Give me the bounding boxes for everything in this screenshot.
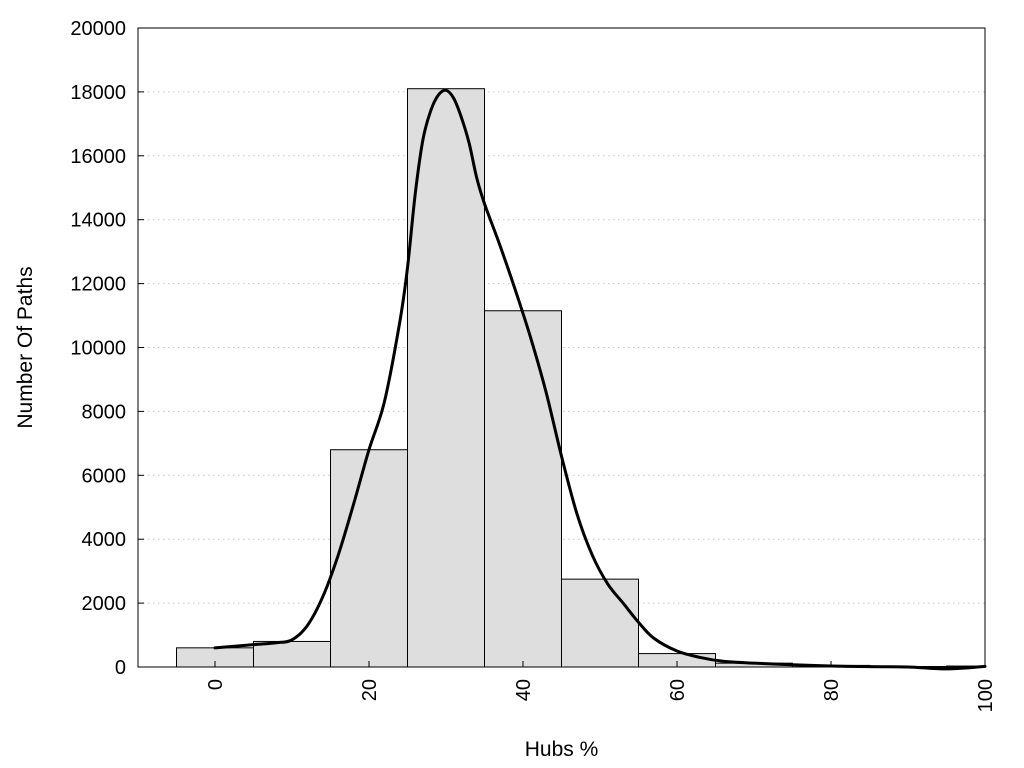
histogram-bars bbox=[176, 88, 986, 668]
y-axis-tick-labels: 0 2000 4000 6000 8000 10000 12000 14000 16000 180… bbox=[70, 18, 126, 679]
y-tick-label-0: 0 bbox=[115, 657, 126, 679]
y-tick-label-2: 4000 bbox=[82, 529, 127, 551]
x-tick-label-1: 20 bbox=[359, 679, 381, 701]
density-curve bbox=[213, 88, 987, 671]
x-tick-label-5: 100 bbox=[975, 679, 997, 712]
x-axis-title: Hubs % bbox=[525, 738, 599, 761]
y-tick-label-9: 18000 bbox=[70, 82, 126, 104]
density-curve-layer bbox=[213, 88, 987, 671]
y-tick-label-8: 16000 bbox=[70, 146, 126, 168]
x-tick-label-3: 60 bbox=[667, 679, 689, 701]
y-tick-label-7: 14000 bbox=[70, 210, 126, 232]
x-tick-label-0: 0 bbox=[205, 679, 227, 690]
axis-ticks bbox=[138, 27, 986, 668]
x-axis-tick-labels: 0 20 40 60 80 100 bbox=[205, 679, 997, 712]
histogram-bar-2 bbox=[330, 449, 408, 668]
y-tick-label-1: 2000 bbox=[82, 593, 127, 615]
x-tick-label-2: 40 bbox=[513, 679, 535, 701]
histogram-bar-4 bbox=[484, 310, 562, 668]
histogram-bar-1 bbox=[253, 640, 331, 668]
y-tick-label-6: 12000 bbox=[70, 274, 126, 296]
y-tick-label-10: 20000 bbox=[70, 18, 126, 40]
y-tick-label-5: 10000 bbox=[70, 338, 126, 360]
y-tick-label-3: 6000 bbox=[82, 465, 127, 487]
x-tick-label-4: 80 bbox=[821, 679, 843, 701]
y-tick-label-4: 8000 bbox=[82, 401, 127, 423]
histogram-bar-5 bbox=[561, 578, 639, 668]
y-axis-title: Number Of Paths bbox=[14, 266, 37, 428]
grid-lines bbox=[138, 91, 985, 604]
